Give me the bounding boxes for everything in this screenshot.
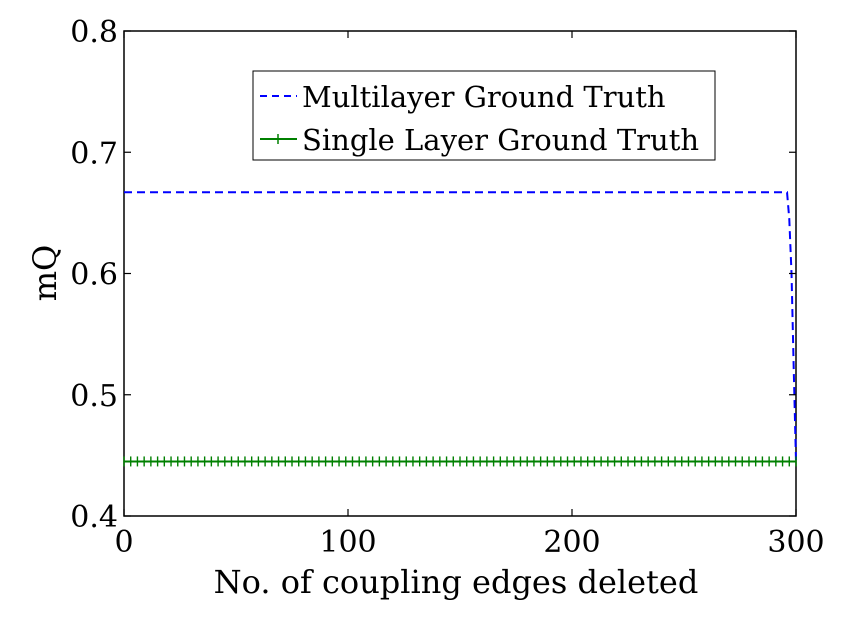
- ticks-layer: 0 100 200 300 0.4 0.5 0.6 0.7 0.8: [70, 15, 824, 560]
- x-tick-label-1: 100: [319, 525, 376, 560]
- series-line-0: [124, 191, 797, 462]
- legend-box: [252, 70, 716, 161]
- x-tick-label-0: 0: [114, 525, 133, 560]
- legend: Multilayer Ground Truth Single Layer Gro…: [252, 70, 716, 161]
- x-axis-label: No. of coupling edges deleted: [214, 563, 699, 601]
- y-tick-label-1: 0.5: [70, 379, 118, 414]
- y-axis-label: mQ: [26, 245, 64, 302]
- x-tick-label-2: 200: [543, 525, 600, 560]
- y-tick-label-2: 0.6: [70, 258, 118, 293]
- y-tick-label-0: 0.4: [70, 500, 118, 535]
- x-tick-label-3: 300: [767, 525, 824, 560]
- y-tick-label-3: 0.7: [70, 136, 118, 171]
- legend-label-multilayer: Multilayer Ground Truth: [302, 80, 666, 114]
- series-layer: [123, 191, 797, 467]
- y-tick-label-4: 0.8: [70, 15, 118, 50]
- legend-label-single-layer: Single Layer Ground Truth: [302, 123, 699, 157]
